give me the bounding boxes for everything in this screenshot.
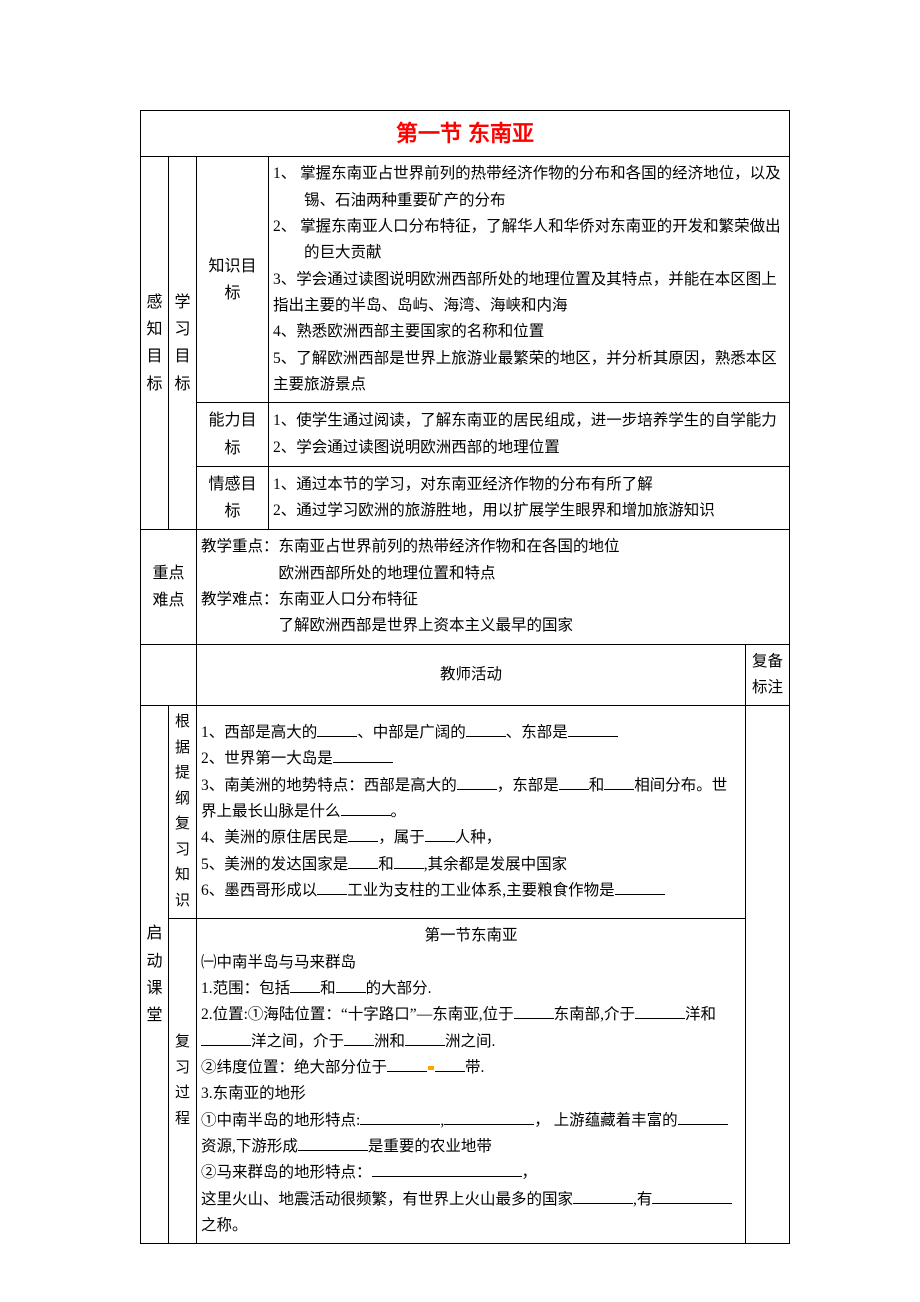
sub-label-review-outline: 根据提纲复习知识 xyxy=(169,706,197,919)
process-line-9: 这里火山、地震活动很频繁，有世界上火山最多的国家,有之称。 xyxy=(201,1187,741,1240)
review-line-3: 3、南美洲的地势特点：西部是高大的，东部是和相间分布。世界上最长山脉是什么。 xyxy=(201,773,741,826)
remarks-cell xyxy=(745,706,789,1244)
difficult-point-1: 教学难点：东南亚人口分布特征 xyxy=(201,587,785,613)
label-ability-goal: 能力目标 xyxy=(197,403,269,466)
knowledge-item-3: 3、学会通过读图说明欧洲西部所处的地理位置及其特点，并能在本区图上指出主要的半岛… xyxy=(273,267,785,320)
review-line-1: 1、西部是高大的、中部是广阔的、东部是 xyxy=(201,720,741,746)
empty-header-left xyxy=(141,644,197,706)
review-line-5: 5、美洲的发达国家是和,其余都是发展中国家 xyxy=(201,852,741,878)
lesson-plan-table: 第一节 东南亚 感知目标 学习目标 知识目标 1、 掌握东南亚占世界前列的热带经… xyxy=(140,110,790,1244)
review-line-6: 6、墨西哥形成以工业为支柱的工业体系,主要粮食作物是 xyxy=(201,878,741,904)
knowledge-item-2: 2、 掌握东南亚人口分布特征，了解华人和华侨对东南亚的开发和繁荣做出的巨大贡献 xyxy=(273,214,785,267)
key-point-2: 欧洲西部所处的地理位置和特点 xyxy=(201,561,785,587)
ability-item-1: 1、使学生通过阅读，了解东南亚的居民组成，进一步培养学生的自学能力 xyxy=(273,408,785,434)
process-line-3: 2.位置:①海陆位置：“十字路口”—东南亚,位于东南部,介于洋和 xyxy=(201,1002,741,1028)
row-label-perception: 感知目标 xyxy=(141,157,169,530)
emotion-goal-content: 1、通过本节的学习，对东南亚经济作物的分布有所了解 2、通过学习欧洲的旅游胜地，… xyxy=(269,466,790,529)
review-line-4: 4、美洲的原住居民是，属于人种， xyxy=(201,825,741,851)
knowledge-goal-content: 1、 掌握东南亚占世界前列的热带经济作物的分布和各国的经济地位，以及锡、石油两种… xyxy=(269,157,790,403)
process-line-8: ②马来群岛的地形特点：， xyxy=(201,1160,741,1186)
sub-label-study-goals: 学习目标 xyxy=(169,157,197,530)
review-line-2: 2、世界第一大岛是 xyxy=(201,746,741,772)
document-title: 第一节 东南亚 xyxy=(141,111,790,157)
process-line-6: 3.东南亚的地形 xyxy=(201,1081,741,1107)
process-content: 第一节东南亚 ㈠中南半岛与马来群岛 1.范围：包括和的大部分. 2.位置:①海陆… xyxy=(197,919,746,1244)
ability-item-2: 2、学会通过读图说明欧洲西部的地理位置 xyxy=(273,435,785,461)
ability-goal-content: 1、使学生通过阅读，了解东南亚的居民组成，进一步培养学生的自学能力 2、学会通过… xyxy=(269,403,790,466)
sub-label-key-difficult: 重点难点 xyxy=(141,530,197,644)
knowledge-item-1: 1、 掌握东南亚占世界前列的热带经济作物的分布和各国的经济地位，以及锡、石油两种… xyxy=(273,161,785,214)
row-label-start-class: 启动课堂 xyxy=(141,706,169,1244)
difficult-point-2: 了解欧洲西部是世界上资本主义最早的国家 xyxy=(201,613,785,639)
orange-dot-icon xyxy=(428,1066,434,1070)
process-line-7: ①中南半岛的地形特点:,， 上游蕴藏着丰富的资源,下游形成是重要的农业地带 xyxy=(201,1108,741,1161)
emotion-item-1: 1、通过本节的学习，对东南亚经济作物的分布有所了解 xyxy=(273,472,785,498)
process-title: 第一节东南亚 xyxy=(201,923,741,949)
label-emotion-goal: 情感目标 xyxy=(197,466,269,529)
review-content: 1、西部是高大的、中部是广阔的、东部是 2、世界第一大岛是 3、南美洲的地势特点… xyxy=(197,706,746,919)
header-remarks: 复备标注 xyxy=(745,644,789,706)
process-line-5: ②纬度位置：绝大部分位于带. xyxy=(201,1055,741,1081)
process-line-4: 洋之间，介于洲和洲之间. xyxy=(201,1029,741,1055)
process-line-1: ㈠中南半岛与马来群岛 xyxy=(201,950,741,976)
key-point-1: 教学重点：东南亚占世界前列的热带经济作物和在各国的地位 xyxy=(201,534,785,560)
emotion-item-2: 2、通过学习欧洲的旅游胜地，用以扩展学生眼界和增加旅游知识 xyxy=(273,498,785,524)
header-teacher-activity: 教师活动 xyxy=(197,644,746,706)
sub-label-review-process: 复习过程 xyxy=(169,919,197,1244)
knowledge-item-5: 5、了解欧洲西部是世界上旅游业最繁荣的地区，并分析其原因，熟悉本区主要旅游景点 xyxy=(273,346,785,399)
key-difficult-content: 教学重点：东南亚占世界前列的热带经济作物和在各国的地位 欧洲西部所处的地理位置和… xyxy=(197,530,790,644)
label-knowledge-goal: 知识目标 xyxy=(197,157,269,403)
knowledge-item-4: 4、熟悉欧洲西部主要国家的名称和位置 xyxy=(273,319,785,345)
process-line-2: 1.范围：包括和的大部分. xyxy=(201,976,741,1002)
